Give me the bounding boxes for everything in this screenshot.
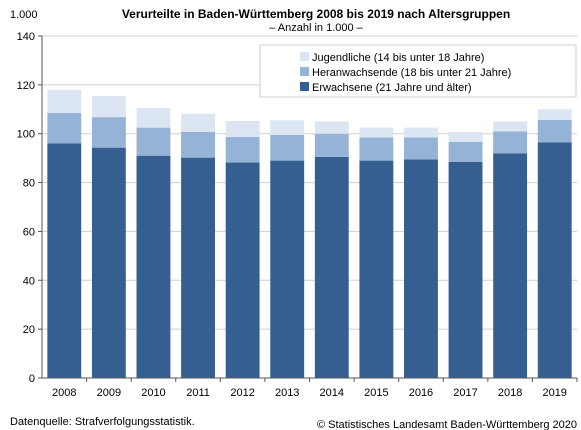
x-tick-label: 2015 <box>364 387 388 399</box>
x-tick-label: 2011 <box>186 387 210 399</box>
bar-segment <box>537 109 572 120</box>
bar-segment <box>448 161 483 378</box>
y-unit-label: 1.000 <box>10 9 38 21</box>
legend-swatch <box>300 52 309 61</box>
x-axis: 2008 2009 2010 2011 2012 2013 2014 2015 2016 2017… <box>42 377 578 399</box>
x-tick-label: 2018 <box>498 387 522 399</box>
source-note: Datenquelle: Strafverfolgungsstatistik. <box>10 416 195 428</box>
bar-segment <box>181 157 215 378</box>
bar-segment <box>537 119 572 143</box>
bar-segment <box>270 134 305 161</box>
chart-subtitle: – Anzahl in 1.000 – <box>269 22 363 34</box>
bar-segment <box>359 127 394 138</box>
x-tick-label: 2019 <box>542 387 566 399</box>
y-axis: 0 20 40 60 80 100 120 140 <box>17 31 43 385</box>
y-tick-label: 60 <box>23 226 35 238</box>
y-tick-label: 100 <box>17 129 35 141</box>
x-tick-label: 2009 <box>97 387 121 399</box>
bar-segment <box>314 133 349 157</box>
legend-label: Jugendliche (14 bis unter 18 Jahre) <box>312 52 484 64</box>
bar-segment <box>493 131 528 154</box>
bar-segment <box>181 113 215 133</box>
bar-segment <box>448 141 483 162</box>
bar-segment <box>404 137 438 160</box>
bar-segment <box>537 142 572 378</box>
bar-segment <box>136 155 171 378</box>
y-tick-label: 80 <box>23 178 35 190</box>
legend-swatch <box>300 82 309 91</box>
x-tick-label: 2016 <box>409 387 433 399</box>
y-tick-label: 120 <box>17 80 35 92</box>
bar-segment <box>181 132 215 158</box>
bar-segment <box>47 112 82 144</box>
x-tick-label: 2014 <box>320 387 344 399</box>
bar-segment <box>270 160 305 378</box>
bar-segment <box>225 121 260 137</box>
bar-segment <box>47 143 82 378</box>
bar-segment <box>493 121 528 132</box>
y-tick-label: 20 <box>23 324 35 336</box>
y-tick-label: 0 <box>29 373 35 385</box>
bar-segment <box>47 89 82 113</box>
bar-segment <box>225 136 260 163</box>
copyright-note: © Statistisches Landesamt Baden-Württemb… <box>317 419 577 430</box>
bar-segment <box>136 108 171 128</box>
x-tick-label: 2017 <box>453 387 477 399</box>
bar-segment <box>225 162 260 378</box>
bar-segment <box>314 121 349 134</box>
legend-box <box>259 44 577 98</box>
bar-segment <box>493 153 528 378</box>
bar-segment <box>136 127 171 156</box>
bar-segment <box>404 127 438 138</box>
y-tick-label: 40 <box>23 275 35 287</box>
legend: Jugendliche (14 bis unter 18 Jahre) Heran… <box>259 44 577 98</box>
legend-swatch <box>300 67 309 76</box>
bar-segment <box>91 117 126 148</box>
x-tick-label: 2013 <box>275 387 299 399</box>
x-tick-label: 2012 <box>230 387 254 399</box>
bars <box>47 89 572 378</box>
chart-title: Verurteilte in Baden-Württemberg 2008 bi… <box>122 7 510 21</box>
bar-segment <box>270 120 305 135</box>
bar-segment <box>359 160 394 378</box>
y-tick-label: 140 <box>17 31 35 43</box>
bar-segment <box>404 159 438 378</box>
bar-segment <box>359 137 394 161</box>
legend-label: Heranwachsende (18 bis unter 21 Jahre) <box>312 67 511 79</box>
x-tick-label: 2010 <box>141 387 165 399</box>
bar-segment <box>448 132 483 142</box>
bar-segment <box>91 95 126 118</box>
bar-segment <box>314 156 349 378</box>
x-tick-label: 2008 <box>52 387 76 399</box>
legend-label: Erwachsene (21 Jahre und älter) <box>312 82 472 94</box>
bar-segment <box>91 147 126 378</box>
